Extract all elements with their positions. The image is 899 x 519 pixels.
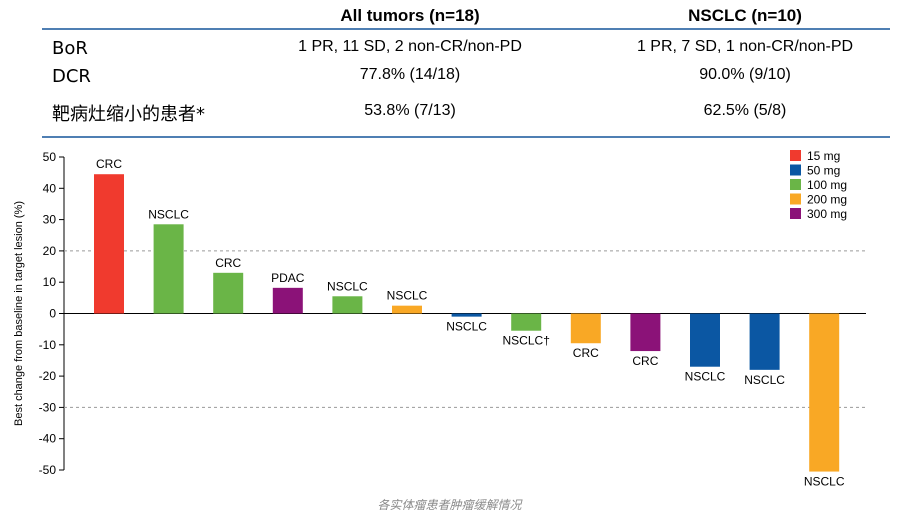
cell-dcr-nsclc: 90.0% (9/10) — [699, 66, 791, 83]
legend-swatch — [790, 193, 801, 205]
y-tick-label: 10 — [43, 275, 57, 289]
bar — [94, 174, 124, 314]
legend-swatch — [790, 150, 801, 161]
bar — [272, 287, 303, 314]
bar-label: NSCLC — [804, 475, 845, 489]
column-header-nsclc: NSCLC (n=10) — [688, 6, 802, 25]
y-axis-label: Best change from baseline in target lesi… — [13, 201, 25, 426]
row-label-bor: BoR — [52, 38, 88, 59]
legend-label: 100 mg — [807, 178, 847, 192]
cell-shrinkage-nsclc: 62.5% (5/8) — [703, 102, 787, 119]
bar-label: NSCLC — [446, 320, 487, 334]
bar — [809, 313, 840, 472]
y-tick-label: -40 — [39, 432, 57, 446]
y-tick-label: -30 — [39, 400, 57, 414]
column-header-all-tumors: All tumors (n=18) — [340, 6, 480, 25]
bar — [153, 224, 184, 314]
legend-swatch — [790, 164, 801, 176]
y-tick-label: 20 — [43, 244, 57, 258]
legend-label: 50 mg — [807, 164, 840, 178]
row-label-shrinkage: 靶病灶缩小的患者* — [52, 104, 205, 125]
y-tick-label: -10 — [39, 338, 57, 352]
y-tick-label: 0 — [49, 307, 56, 321]
y-tick-label: 50 — [43, 150, 57, 164]
bar — [630, 313, 661, 352]
bar-label: CRC — [632, 354, 658, 368]
cell-bor-all: 1 PR, 11 SD, 2 non-CR/non-PD — [298, 38, 522, 55]
bar — [451, 313, 482, 317]
bar — [749, 313, 780, 370]
y-tick-label: -20 — [39, 369, 57, 383]
cell-shrinkage-all: 53.8% (7/13) — [364, 102, 456, 119]
bar-label: NSCLC — [685, 370, 726, 384]
table-bottom-rule — [42, 136, 890, 138]
bar-label: CRC — [573, 346, 599, 360]
y-tick-label: -50 — [39, 463, 57, 477]
bar-label: CRC — [215, 256, 241, 270]
legend-label: 300 mg — [807, 207, 847, 221]
legend-swatch — [790, 179, 801, 190]
cell-bor-nsclc: 1 PR, 7 SD, 1 non-CR/non-PD — [636, 38, 854, 55]
row-label-dcr: DCR — [52, 66, 91, 87]
y-tick-label: 40 — [43, 181, 57, 195]
legend-label: 15 mg — [807, 149, 840, 163]
bar-label: NSCLC — [387, 289, 428, 303]
header-rule — [42, 28, 890, 30]
cell-dcr-all: 77.8% (14/18) — [359, 66, 461, 83]
bar — [570, 313, 601, 344]
bar-label: PDAC — [271, 271, 305, 285]
summary-table: All tumors (n=18) NSCLC (n=10) BoR 1 PR,… — [0, 0, 899, 140]
chart-caption: 各实体瘤患者肿瘤缓解情况 — [377, 498, 522, 512]
waterfall-chart: 50 40 30 20 10 0 -10 -20 -30 -40 -50 Best change fr… — [13, 149, 866, 489]
bar-label: CRC — [96, 157, 122, 171]
bar — [213, 272, 244, 314]
bar — [392, 305, 422, 314]
bar-label: NSCLC — [327, 279, 368, 293]
legend-swatch — [790, 208, 801, 219]
bar-label: NSCLC — [744, 373, 785, 387]
bar — [511, 313, 542, 331]
bar-label: NSCLC — [148, 207, 189, 221]
bar — [690, 313, 720, 367]
legend-label: 200 mg — [807, 193, 847, 207]
bar — [332, 296, 363, 314]
bar-label: NSCLC† — [503, 334, 550, 348]
y-tick-label: 30 — [43, 213, 57, 227]
